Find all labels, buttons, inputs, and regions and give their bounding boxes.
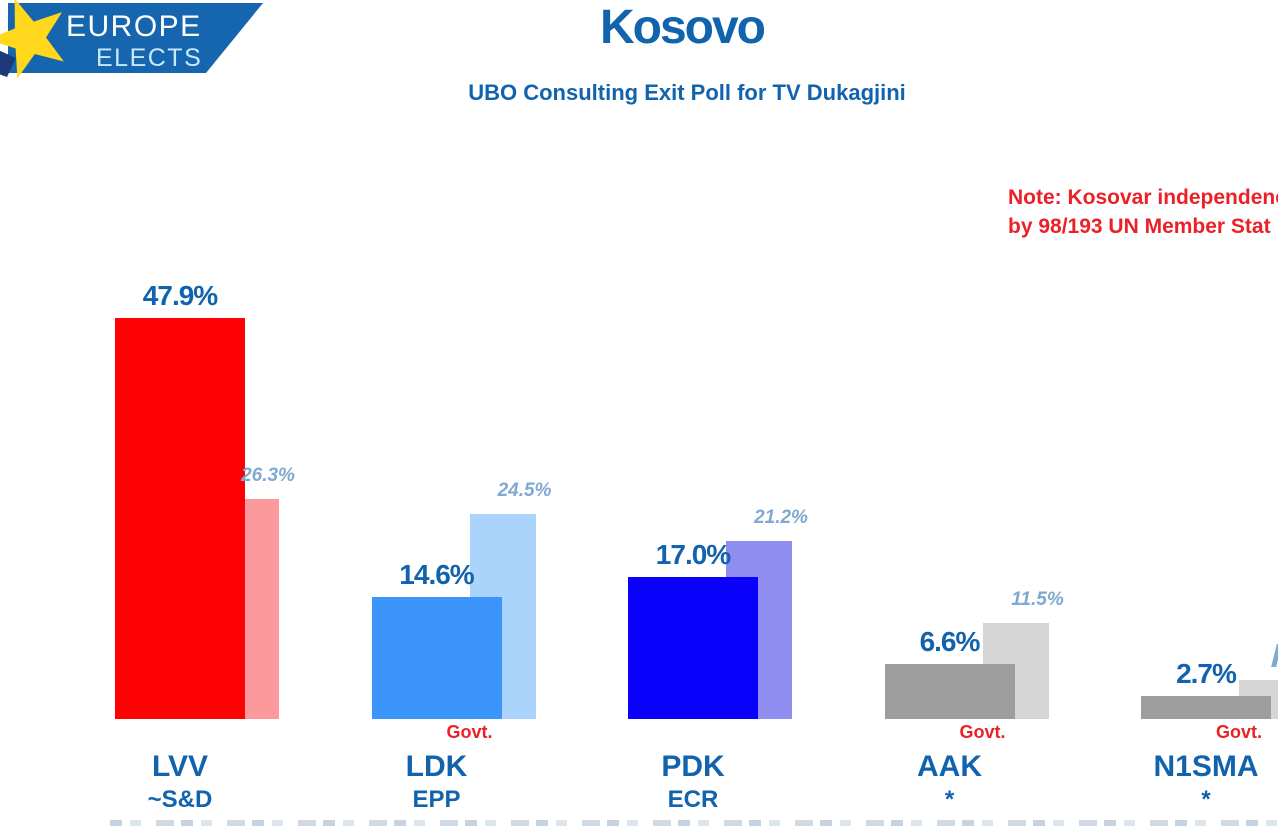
party-label-N1SMA: N1SMA <box>1153 750 1259 783</box>
party-label-LDK: LDK <box>405 750 468 783</box>
clipped-footer-text <box>110 820 1278 826</box>
secondary-value-label-LDK: 24.5% <box>497 479 552 501</box>
logo-banner <box>8 3 263 73</box>
logo-text-elects: ELECTS <box>96 44 202 72</box>
bar-main-N1SMA <box>1141 696 1271 719</box>
affiliation-label-PDK: ECR <box>667 786 719 813</box>
value-label-LDK: 14.6% <box>399 558 474 590</box>
party-label-PDK: PDK <box>661 750 725 783</box>
note-line-2: by 98/193 UN Member Stat <box>1008 215 1271 238</box>
affiliation-label-LVV: ~S&D <box>147 786 213 813</box>
value-label-LVV: 47.9% <box>142 279 218 311</box>
value-label-AAK: 6.6% <box>919 625 981 657</box>
value-label-N1SMA: 2.7% <box>1176 658 1237 690</box>
page-subtitle: UBO Consulting Exit Poll for TV Dukagjin… <box>468 80 906 105</box>
party-label-AAK: AAK <box>917 750 982 783</box>
secondary-value-label-AAK: 11.5% <box>1011 588 1064 610</box>
govt-label-AAK: Govt. <box>959 722 1006 742</box>
govt-label-N1SMA: Govt. <box>1215 722 1262 742</box>
affiliation-label-LDK: EPP <box>412 786 461 813</box>
bar-main-LVV <box>115 317 245 719</box>
bar-main-AAK <box>884 663 1015 719</box>
affiliation-label-AAK: * <box>944 786 955 813</box>
secondary-value-label-LVV: 26.3% <box>241 464 295 486</box>
note-line-1: Note: Kosovar independenc <box>1008 186 1278 209</box>
affiliation-label-N1SMA: * <box>1201 786 1211 813</box>
bar-main-LDK <box>371 596 502 719</box>
bar-main-PDK <box>628 576 758 719</box>
page-title: Kosovo <box>599 1 766 54</box>
party-label-LVV: LVV <box>151 750 209 783</box>
value-label-PDK: 17.0% <box>655 538 731 570</box>
independence-note: Note: Kosovar independenc by 98/193 UN M… <box>1008 183 1278 241</box>
europe-elects-logo: EUROPE ELECTS <box>0 0 263 79</box>
secondary-value-label-PDK: 21.2% <box>754 507 808 529</box>
logo-text-europe: EUROPE <box>66 10 202 43</box>
govt-label-LDK: Govt. <box>446 722 493 742</box>
star-icon <box>0 0 64 79</box>
logo-star-shadow <box>0 50 16 77</box>
